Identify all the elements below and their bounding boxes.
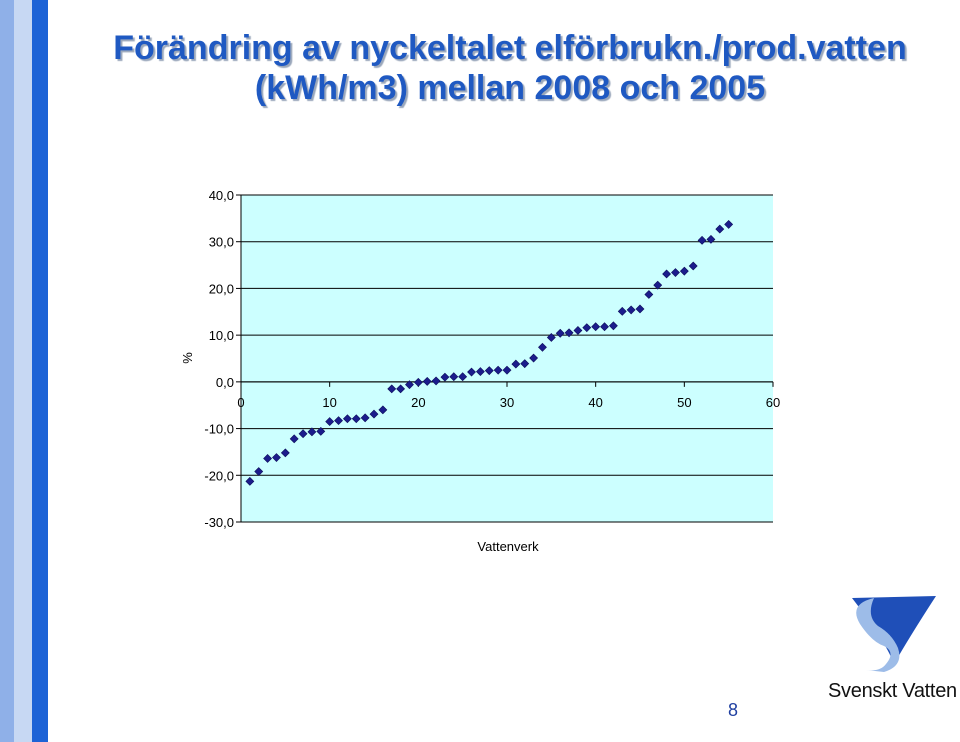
- data-point: [342, 414, 352, 424]
- data-point: [644, 290, 654, 299]
- data-point: [405, 380, 414, 390]
- x-axis-label: Vattenverk: [477, 539, 539, 554]
- data-point: [475, 367, 485, 377]
- x-tick-label: 0: [237, 395, 244, 410]
- y-tick-label: 0,0: [216, 375, 234, 390]
- svenskt-vatten-logo: [852, 596, 936, 672]
- x-tick-label: 50: [677, 395, 691, 410]
- data-point: [387, 384, 397, 394]
- data-point: [671, 268, 680, 277]
- data-point: [272, 453, 281, 462]
- data-point: [662, 269, 672, 279]
- data-point: [502, 365, 512, 375]
- data-point: [546, 333, 556, 342]
- data-point: [520, 359, 530, 369]
- y-tick-label: 30,0: [209, 235, 234, 250]
- data-point: [369, 409, 379, 419]
- x-tick-label: 60: [766, 395, 780, 410]
- data-point: [626, 305, 636, 315]
- decor-stripe-pale: [14, 0, 32, 742]
- data-point: [467, 367, 476, 377]
- y-tick-label: -20,0: [204, 468, 234, 483]
- y-axis-label: %: [180, 352, 195, 364]
- data-point: [360, 413, 370, 423]
- data-point: [422, 376, 432, 386]
- data-point: [458, 372, 468, 382]
- slide-title-line-1: Förändring av nyckeltalet elförbrukn./pr…: [113, 29, 907, 67]
- data-point: [591, 322, 601, 332]
- data-point: [617, 306, 627, 316]
- y-tick-label: 10,0: [209, 328, 234, 343]
- data-point: [307, 427, 317, 437]
- data-point: [413, 377, 423, 387]
- data-point: [555, 328, 565, 338]
- data-point: [635, 304, 645, 314]
- logo-text: Svenskt Vatten: [828, 680, 957, 702]
- decor-stripe-light: [0, 0, 14, 742]
- data-point: [697, 235, 707, 245]
- data-point: [316, 426, 326, 436]
- data-point: [582, 323, 592, 333]
- data-point: [440, 372, 450, 382]
- data-point: [484, 366, 494, 376]
- data-point: [653, 280, 663, 290]
- data-point: [679, 266, 689, 276]
- data-point: [396, 384, 406, 394]
- data-point: [245, 476, 255, 486]
- data-point: [538, 342, 547, 352]
- x-tick-label: 10: [322, 395, 336, 410]
- data-point: [529, 353, 539, 363]
- data-point: [688, 261, 698, 271]
- slide-title-line-2: (kWh/m3) mellan 2008 och 2005: [254, 69, 766, 107]
- x-tick-label: 40: [588, 395, 602, 410]
- data-point: [724, 220, 734, 229]
- data-point: [715, 224, 725, 234]
- data-point: [334, 416, 343, 426]
- y-tick-label: 20,0: [209, 281, 234, 296]
- decor-stripe-dark: [32, 0, 48, 742]
- data-point: [706, 234, 716, 244]
- data-point: [280, 448, 290, 458]
- x-tick-label: 20: [411, 395, 425, 410]
- y-tick-label: -30,0: [204, 515, 234, 530]
- data-point: [298, 429, 308, 439]
- slide-title: Förändring av nyckeltalet elförbrukn./pr…: [60, 28, 960, 108]
- data-point: [608, 321, 618, 331]
- y-tick-label: -10,0: [204, 422, 234, 437]
- data-point: [325, 417, 335, 426]
- data-point: [493, 365, 503, 375]
- data-point: [573, 326, 583, 335]
- data-point: [511, 359, 521, 369]
- plot-area: [241, 195, 773, 522]
- data-point: [431, 376, 441, 386]
- data-point: [254, 467, 264, 476]
- data-point: [378, 405, 388, 415]
- x-tick-label: 30: [500, 395, 514, 410]
- page-number: 8: [728, 700, 739, 720]
- data-point: [289, 434, 299, 444]
- y-tick-label: 40,0: [209, 188, 234, 203]
- data-point: [263, 454, 273, 463]
- data-point: [600, 322, 609, 332]
- data-point: [351, 414, 361, 424]
- data-point: [449, 372, 459, 382]
- data-point: [564, 328, 574, 338]
